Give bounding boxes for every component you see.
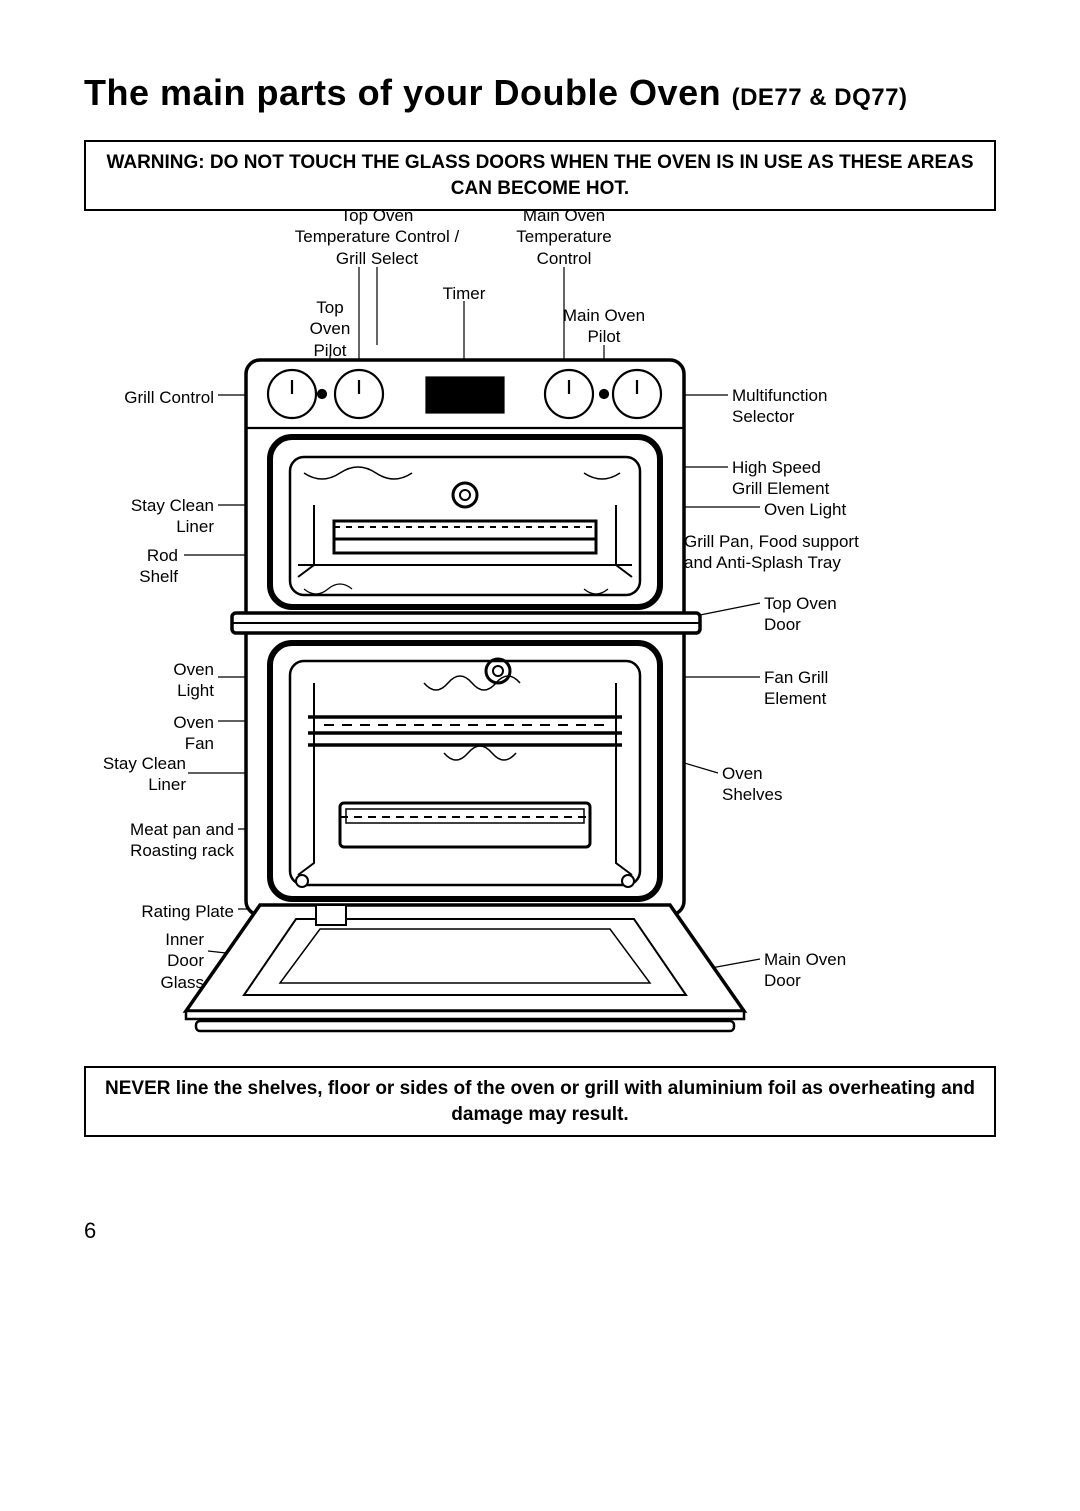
oven-diagram: Top Oven Temperature Control / Grill Sel…: [84, 205, 996, 1035]
title-sub: (DE77 & DQ77): [732, 84, 908, 111]
manual-page: The main parts of your Double Oven (DE77…: [0, 0, 1080, 1511]
title-main: The main parts of your Double Oven: [84, 72, 732, 113]
page-number: 6: [84, 1218, 96, 1244]
warning-box: WARNING: DO NOT TOUCH THE GLASS DOORS WH…: [84, 140, 996, 211]
oven-svg: [84, 205, 996, 1035]
footer-box: NEVER line the shelves, floor or sides o…: [84, 1066, 996, 1137]
page-title: The main parts of your Double Oven (DE77…: [84, 72, 996, 114]
